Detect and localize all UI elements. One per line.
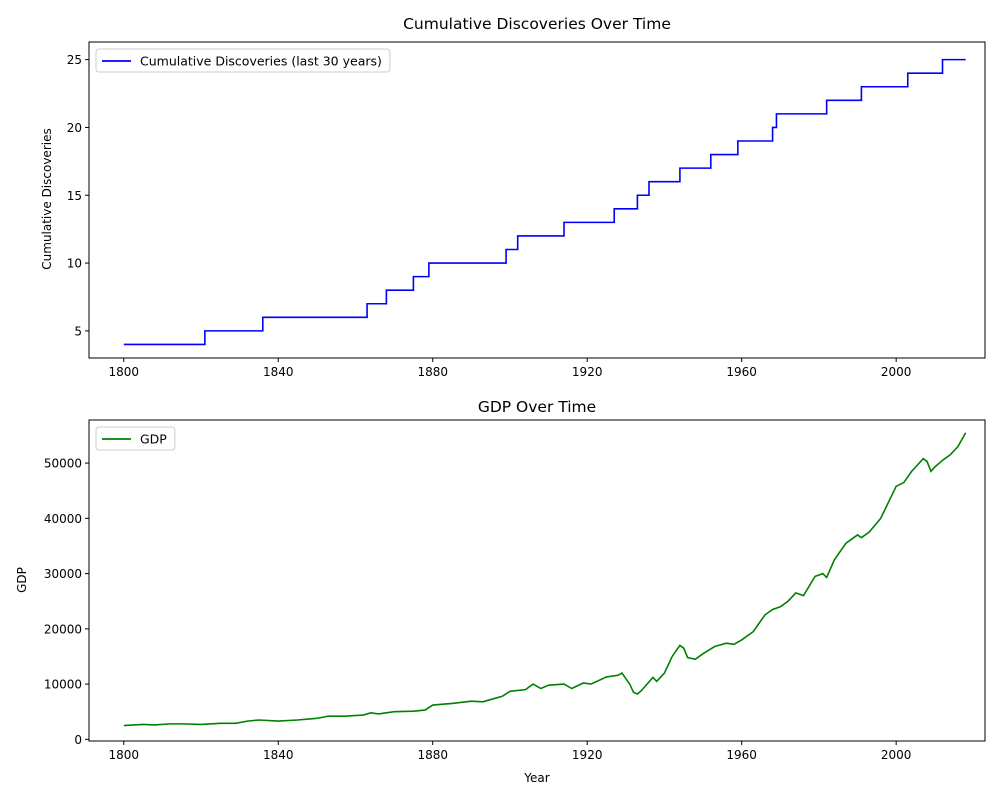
y-tick-label: 0 [74,733,82,747]
series-line [123,432,967,727]
x-tick-label: 2000 [881,748,912,762]
y-tick-label: 10 [67,257,82,271]
y-tick-label: 20 [67,121,82,135]
series-line [123,58,966,346]
axes-frame [88,41,986,359]
x-tick-label: 1840 [263,365,294,379]
x-axis-label: Year [523,771,549,785]
chart-title: Cumulative Discoveries Over Time [403,15,671,33]
y-tick-label: 40000 [44,512,82,526]
legend-box [95,426,176,451]
axes-frame [88,419,986,742]
x-tick-label: 1920 [572,748,603,762]
y-tick-label: 10000 [44,678,82,692]
x-tick-label: 2000 [881,365,912,379]
x-tick-label: 1840 [263,748,294,762]
y-tick-label: 50000 [44,457,82,471]
legend-box [95,48,391,73]
plot-area: 1800 1840 1880 1920 1960 20000100002000030000… [44,419,986,762]
x-tick-label: 1800 [108,748,139,762]
y-axis-label: Cumulative Discoveries [40,128,54,269]
plot-area: 1800 1840 1880 1920 1960 2000 5 10 15 20 25 Cumulat… [67,41,986,379]
x-tick-label: 1960 [726,365,757,379]
x-tick-label: 1920 [572,365,603,379]
gdp-chart: GDP Over Time GDP Year 1800 1840 1880 1920 1… [15,398,986,785]
cumulative-discoveries-chart: Cumulative Discoveries Over Time Cumulat… [40,15,986,379]
y-tick-label: 25 [67,53,82,67]
legend: Cumulative Discoveries (last 30 years) [95,48,391,73]
y-tick-label: 15 [67,189,82,203]
y-tick-label: 30000 [44,567,82,581]
x-tick-label: 1800 [108,365,139,379]
chart-title: GDP Over Time [478,398,596,416]
x-tick-label: 1880 [417,748,448,762]
x-tick-label: 1960 [726,748,757,762]
y-axis-label: GDP [15,567,29,593]
y-tick-label: 20000 [44,622,82,636]
x-tick-label: 1880 [417,365,448,379]
legend: GDP [95,426,176,451]
legend-entry: Cumulative Discoveries (last 30 years) [140,54,382,69]
legend-entry: GDP [140,432,167,447]
y-tick-label: 5 [74,324,82,338]
